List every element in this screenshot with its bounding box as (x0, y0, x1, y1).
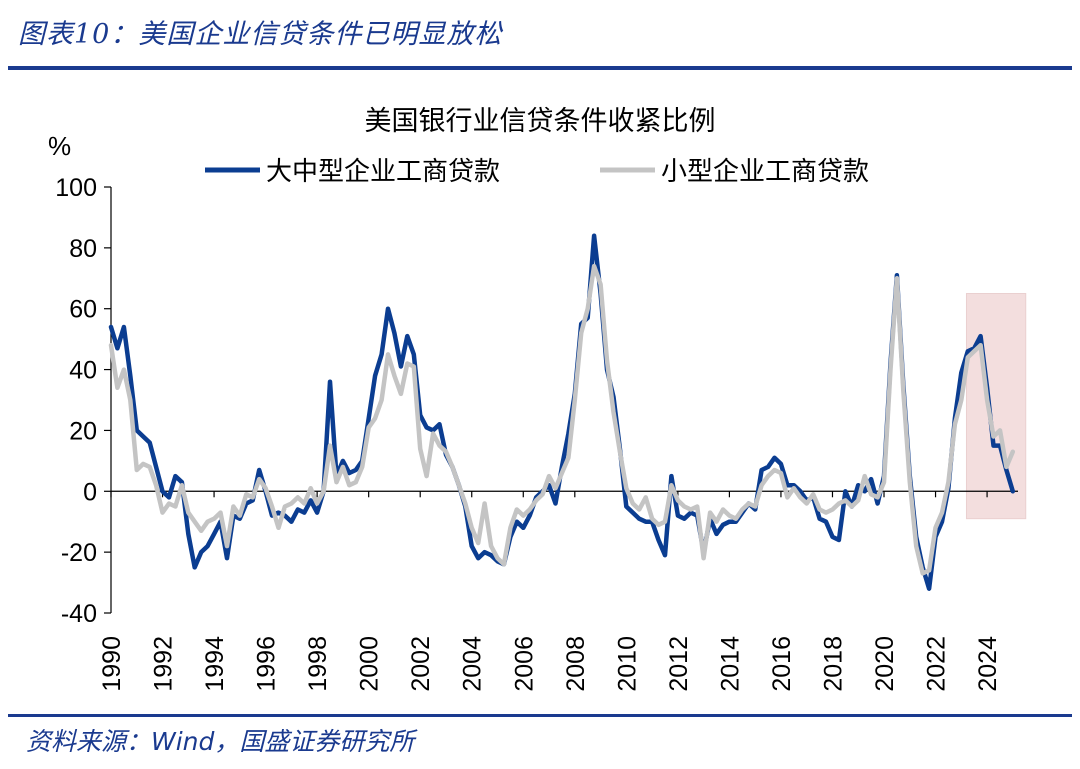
top-rule (8, 66, 1072, 70)
x-tick-label: 1996 (253, 636, 281, 692)
x-tick-label: 2006 (510, 636, 538, 692)
y-tick-label: 80 (69, 235, 97, 263)
x-tick-label: 2000 (356, 636, 384, 692)
x-tick-label: 2002 (407, 636, 435, 692)
y-axis-unit: % (48, 131, 71, 161)
bottom-rule (8, 714, 1072, 717)
x-tick-label: 2022 (923, 636, 951, 692)
x-tick-label: 2004 (459, 636, 487, 692)
series-line-large (108, 233, 1016, 591)
x-tick-label: 1994 (201, 636, 229, 692)
x-tick-label: 1990 (98, 636, 126, 692)
highlight-region (965, 293, 1027, 520)
legend-label-small: 小型企业工商贷款 (661, 157, 869, 187)
figure-caption: 图表10：美国企业信贷条件已明显放松 (18, 19, 503, 50)
axes: -40 -20 0 20 40 60 80 100 1990 1992 1994 1996 1998 20… (55, 174, 1018, 692)
y-tick-label: 60 (69, 296, 97, 324)
x-tick-label: 2020 (871, 636, 899, 692)
source-note: 资料来源：Wind，国盛证券研究所 (26, 727, 415, 756)
series-line-small (108, 263, 1016, 576)
x-tick-label: 2010 (613, 636, 641, 692)
x-tick-label: 2024 (974, 636, 1002, 692)
x-tick-label: 2012 (665, 636, 693, 692)
x-tick-label: 2018 (819, 636, 847, 692)
series-layer (108, 233, 1016, 591)
y-tick-label: 20 (69, 417, 97, 445)
x-tick-label: 1998 (304, 636, 332, 692)
y-tick-label: 40 (69, 357, 97, 385)
y-tick-label: -20 (61, 539, 97, 567)
y-tick-label: 0 (83, 478, 97, 506)
legend-label-large: 大中型企业工商贷款 (266, 157, 500, 187)
x-tick-label: 2014 (716, 636, 744, 692)
x-tick-label: 2016 (768, 636, 796, 692)
y-tick-label: 100 (55, 174, 97, 202)
y-tick-label: -40 (61, 600, 97, 628)
legend: 大中型企业工商贷款 小型企业工商贷款 (205, 157, 869, 187)
x-tick-label: 2008 (562, 636, 590, 692)
x-tick-label: 1992 (150, 636, 178, 692)
chart-title: 美国银行业信贷条件收紧比例 (365, 106, 716, 137)
